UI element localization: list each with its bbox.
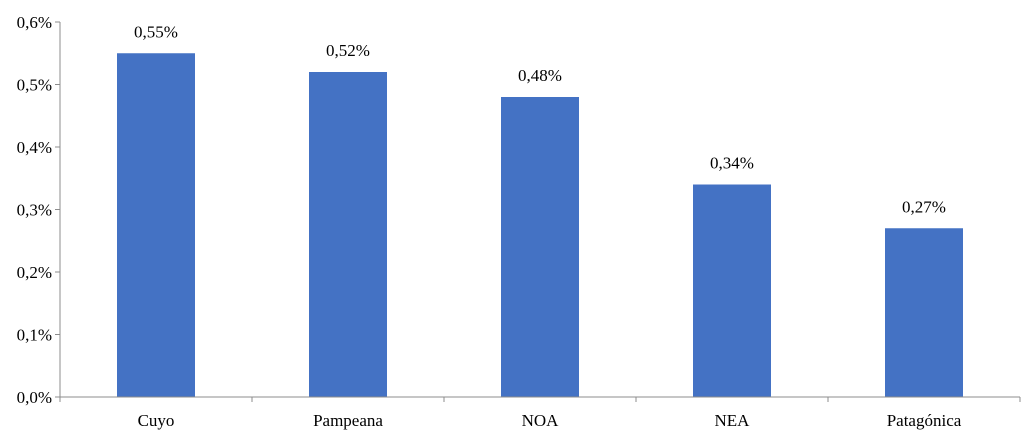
x-axis: Cuyo Pampeana NOA NEA Patagónica xyxy=(59,396,1021,430)
category-label-4: Patagónica xyxy=(887,411,962,430)
bar-2 xyxy=(501,97,579,397)
category-label-0: Cuyo xyxy=(138,411,175,430)
category-label-2: NOA xyxy=(522,411,560,430)
data-label-3: 0,34% xyxy=(710,154,754,173)
y-tick-label: 0,5% xyxy=(17,76,52,95)
data-label-0: 0,55% xyxy=(134,22,178,41)
y-tick-label: 0,6% xyxy=(17,13,52,32)
bar-0 xyxy=(117,53,195,397)
y-tick-label: 0,0% xyxy=(17,388,52,407)
y-tick-label: 0,3% xyxy=(17,201,52,220)
bars: 0,55% 0,52% 0,48% 0,34% 0,27% xyxy=(117,22,963,397)
data-label-1: 0,52% xyxy=(326,41,370,60)
y-tick-label: 0,1% xyxy=(17,326,52,345)
bar-1 xyxy=(309,72,387,397)
category-label-3: NEA xyxy=(715,411,751,430)
data-label-4: 0,27% xyxy=(902,197,946,216)
data-label-2: 0,48% xyxy=(518,66,562,85)
bar-3 xyxy=(693,184,771,397)
bar-4 xyxy=(885,228,963,397)
y-tick-label: 0,4% xyxy=(17,138,52,157)
y-axis: 0,0% 0,1% 0,2% 0,3% 0,4% 0,5% 0,6% xyxy=(17,13,61,407)
y-tick-label: 0,2% xyxy=(17,263,52,282)
category-label-1: Pampeana xyxy=(313,411,383,430)
